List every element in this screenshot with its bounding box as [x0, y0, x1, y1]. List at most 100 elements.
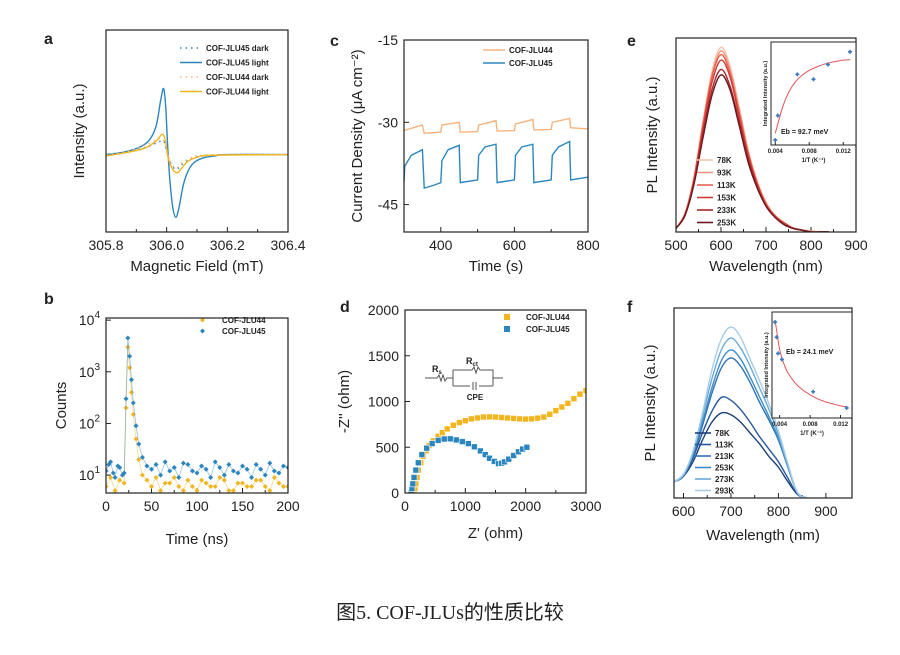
series-293k: [674, 326, 808, 498]
data-point: [480, 413, 487, 421]
x-tick-label: 1000: [450, 498, 481, 514]
y-axis-label: Intensity (a.u.): [71, 83, 88, 178]
x-tick-label: 305.8: [88, 237, 123, 253]
data-point: [522, 415, 529, 423]
legend-label: COF-JLU44: [222, 316, 266, 325]
data-point: [439, 429, 446, 436]
panel-label: e: [627, 33, 636, 50]
data-point: [285, 465, 288, 471]
x-tick-label: 0: [102, 498, 110, 514]
y-tick-label: 103: [79, 362, 101, 380]
inset-x-axis-label: 1/T (K⁻¹): [802, 157, 826, 164]
inset-frame: [770, 41, 857, 146]
inset-data-point: [811, 389, 816, 394]
inset-data-point: [775, 113, 780, 118]
plot-frame: [105, 29, 289, 233]
legend-label: 93K: [717, 169, 732, 178]
inset-data-point: [773, 320, 778, 325]
y-axis-label: PL Intensity (a.u.): [644, 76, 661, 193]
data-point: [546, 411, 554, 418]
legend-label: 253K: [717, 219, 736, 228]
rs-label: Rs: [432, 364, 443, 376]
data-point: [481, 451, 489, 458]
rct-subscript: ct: [473, 362, 478, 368]
legend-label: COF-JLU44: [509, 46, 553, 55]
data-point: [582, 387, 586, 394]
figure-caption: 图5. COF-JLUs的性质比较: [336, 602, 564, 624]
plot-frame: [403, 39, 589, 233]
legend-item: 273K: [695, 475, 734, 484]
legend-label: 78K: [715, 429, 730, 438]
y-tick-base: 10: [79, 312, 95, 328]
inset-x-tick-label: 0.008: [803, 422, 819, 428]
legend: COF-JLU44 COF-JLU45: [200, 316, 266, 336]
data-point: [505, 455, 513, 463]
inset-e: 0.004 0.008 0.012 1/T (K⁻¹) Integrated Inten…: [763, 41, 857, 164]
plot-area: [407, 387, 586, 493]
legend-item: COF-JLU44: [200, 316, 266, 325]
legend-label: 273K: [715, 475, 734, 484]
plot-area: [676, 46, 830, 232]
y-tick-label: 500: [376, 439, 400, 455]
rct-label: Rct: [466, 356, 478, 368]
inset-data-point: [773, 138, 778, 143]
legend-label: COF-JLU44 light: [206, 88, 269, 97]
legend-label: COF-JLU45 light: [206, 59, 269, 68]
data-point: [465, 440, 472, 447]
plot-area: [674, 326, 808, 498]
rs-subscript: s: [439, 370, 443, 376]
legend-item: 78K: [697, 156, 732, 165]
legend-label: 293K: [715, 487, 734, 496]
series-cof-jlu45: [407, 435, 531, 493]
x-tick-label: 306.0: [149, 237, 184, 253]
data-point: [459, 438, 466, 445]
legend-item: COF-JLU44 light: [180, 88, 269, 97]
plot-area: [404, 117, 588, 190]
inset-x-tick-label: 0.012: [836, 149, 852, 155]
series-cof-jlu45: [404, 140, 588, 190]
series-cof-jlu44-light: [106, 133, 288, 174]
inset-data-point: [774, 335, 779, 340]
data-point: [412, 466, 420, 474]
y-tick-label: 2000: [368, 302, 399, 318]
data-point: [558, 403, 566, 411]
x-tick-label: 600: [709, 237, 733, 253]
x-axis-label: Time (s): [469, 258, 523, 275]
series-113k: [674, 396, 808, 498]
legend-item: COF-JLU45 light: [180, 59, 269, 68]
plot-area: [106, 87, 288, 218]
legend-item: 253K: [695, 464, 734, 473]
data-point: [498, 414, 505, 421]
inset-data-point: [779, 357, 784, 362]
data-point: [418, 451, 426, 458]
plot-area: [106, 335, 288, 493]
legend-item: 253K: [697, 219, 736, 228]
inset-data-point: [825, 62, 830, 67]
legend-label: 213K: [715, 452, 734, 461]
legend-item: 113K: [695, 441, 734, 450]
legend-marker: [200, 317, 205, 323]
legend-item: 213K: [695, 452, 734, 461]
x-tick-label: 800: [799, 237, 823, 253]
x-tick-label: 0: [401, 498, 409, 514]
y-tick-base: 10: [79, 364, 95, 380]
legend-item: COF-JLU44: [504, 313, 570, 322]
x-tick-label: 50: [144, 498, 160, 514]
legend-label: 113K: [717, 181, 736, 190]
y-tick-label: -15: [378, 32, 398, 48]
x-tick-label: 3000: [570, 498, 601, 514]
y-axis-label: Counts: [53, 382, 70, 430]
legend-item: COF-JLU45: [504, 325, 570, 334]
y-tick-exponent: 3: [94, 362, 100, 373]
legend-item: 78K: [695, 429, 730, 438]
legend-label: 153K: [717, 194, 736, 203]
rct-text: R: [466, 356, 473, 366]
x-tick-label: 100: [185, 498, 209, 514]
x-tick-label: 800: [767, 503, 791, 519]
inset-x-tick-label: 0.004: [768, 149, 784, 155]
x-tick-label: 150: [231, 498, 255, 514]
y-tick-label: 102: [79, 413, 101, 431]
legend-label: COF-JLU45: [222, 327, 266, 336]
legend: 78K 93K 113K 153K 233K 253K: [697, 156, 736, 228]
